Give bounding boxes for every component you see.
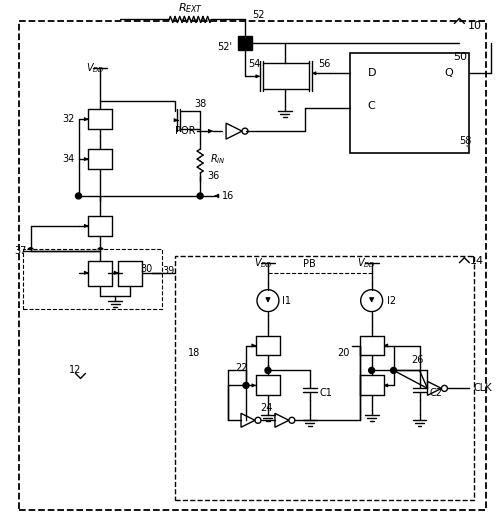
Circle shape	[197, 193, 203, 199]
Circle shape	[98, 248, 103, 254]
Circle shape	[442, 386, 448, 391]
Text: $V_{DD}$: $V_{DD}$	[358, 256, 376, 270]
Bar	[350, 53, 470, 153]
Text: $V_{DD}$: $V_{DD}$	[254, 256, 272, 270]
Circle shape	[243, 383, 249, 388]
Polygon shape	[428, 381, 442, 395]
Text: 30: 30	[140, 264, 152, 274]
Text: I2: I2	[386, 296, 396, 306]
Text: ': '	[466, 145, 468, 154]
Text: 18: 18	[188, 348, 200, 359]
Text: 20: 20	[338, 348, 349, 359]
Text: 50: 50	[454, 52, 468, 62]
Circle shape	[242, 128, 248, 134]
Text: 52: 52	[252, 10, 264, 20]
Text: 12: 12	[68, 365, 81, 375]
Circle shape	[76, 193, 82, 199]
Text: 54: 54	[248, 59, 260, 70]
Text: I1: I1	[282, 296, 291, 306]
Bar	[175, 256, 474, 500]
Text: Q: Q	[444, 69, 454, 78]
Text: 58: 58	[460, 136, 472, 146]
Text: 26: 26	[412, 356, 424, 365]
Text: CLK: CLK	[474, 384, 492, 393]
Circle shape	[360, 290, 382, 311]
Circle shape	[255, 417, 261, 424]
Text: 38: 38	[194, 99, 206, 109]
Text: 32: 32	[62, 114, 74, 124]
Polygon shape	[241, 413, 255, 427]
Text: $R_{IN}$: $R_{IN}$	[210, 152, 226, 166]
Text: C2: C2	[430, 388, 442, 399]
Text: 16: 16	[222, 191, 234, 201]
Text: PB: PB	[304, 259, 316, 269]
Text: $V_{DD}$: $V_{DD}$	[86, 61, 105, 75]
Text: 34: 34	[62, 154, 74, 164]
Text: $R_{EXT}$: $R_{EXT}$	[178, 2, 203, 16]
Polygon shape	[226, 123, 242, 139]
Circle shape	[390, 367, 396, 374]
Polygon shape	[275, 413, 289, 427]
Circle shape	[265, 367, 271, 374]
Text: 14: 14	[470, 256, 484, 266]
Text: 37: 37	[14, 246, 27, 256]
Text: C: C	[368, 101, 376, 111]
Text: D: D	[368, 69, 376, 78]
Circle shape	[368, 367, 374, 374]
Text: 36: 36	[207, 171, 220, 181]
Text: 39: 39	[162, 266, 174, 276]
Text: 22: 22	[236, 363, 248, 374]
Bar	[22, 249, 162, 309]
Circle shape	[289, 417, 295, 424]
Text: C1: C1	[320, 388, 332, 399]
Bar	[238, 36, 252, 50]
Text: POR: POR	[174, 126, 195, 136]
Text: 24: 24	[260, 403, 272, 413]
Text: 10: 10	[468, 21, 481, 32]
Text: 56: 56	[318, 59, 330, 70]
Circle shape	[28, 248, 34, 254]
Circle shape	[257, 290, 279, 311]
Text: 52': 52'	[217, 43, 232, 52]
